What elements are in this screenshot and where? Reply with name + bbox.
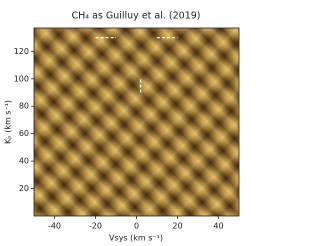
y-tick-label: 100 [14, 74, 29, 83]
chart: CH₄ as Guilluy et al. (2019) Vsys (km s⁻… [4, 11, 240, 243]
y-tick-label: 20 [19, 184, 29, 193]
y-axis-label: Kₚ (km s⁻¹) [4, 100, 13, 144]
y-tick-label: 40 [19, 157, 29, 166]
chart-title: CH₄ as Guilluy et al. (2019) [71, 11, 200, 22]
heatmap-image [34, 28, 239, 216]
x-tick-label: -40 [48, 222, 61, 231]
x-tick-label: 20 [172, 222, 182, 231]
y-tick-label: 60 [19, 129, 29, 138]
y-tick-label: 80 [19, 102, 29, 111]
y-tick-label: 120 [14, 47, 29, 56]
x-tick-label: 40 [213, 222, 223, 231]
x-axis-label: Vsys (km s⁻¹) [109, 234, 163, 243]
x-tick-label: 0 [134, 222, 139, 231]
x-tick-label: -20 [89, 222, 102, 231]
